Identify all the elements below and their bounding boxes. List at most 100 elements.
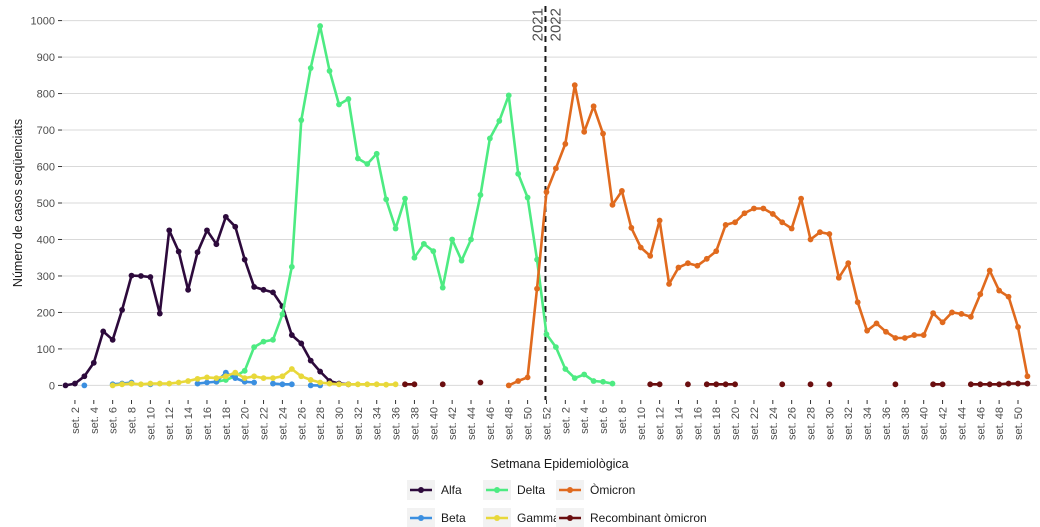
data-point-omicron: [552, 165, 559, 172]
data-point-omicron: [515, 378, 522, 384]
data-point-omicron: [1024, 373, 1031, 380]
data-point-omicron: [628, 224, 635, 231]
x-tick-label: set. 52: [541, 407, 553, 440]
data-point-beta: [251, 379, 258, 386]
y-tick-label: 200: [37, 307, 55, 319]
data-point-delta: [468, 236, 474, 243]
data-point-gamma: [251, 373, 258, 380]
data-point-alfa: [90, 359, 97, 366]
series-omicron: [505, 82, 1031, 389]
data-point-alfa: [204, 227, 210, 234]
data-point-delta: [439, 284, 446, 291]
data-point-delta: [392, 225, 399, 232]
data-point-alfa: [81, 373, 88, 380]
data-point-alfa: [194, 249, 201, 256]
data-point-gamma: [392, 381, 399, 388]
x-tick-label: set. 28: [315, 407, 327, 440]
data-point-delta: [477, 192, 484, 198]
data-point-gamma: [175, 379, 182, 386]
data-point-alfa: [100, 328, 107, 335]
data-point-omicron: [666, 281, 672, 287]
data-point-gamma: [288, 366, 295, 372]
data-point-omicron: [600, 130, 606, 137]
data-point-omicron: [637, 244, 644, 251]
data-point-omicron: [986, 267, 993, 274]
x-tick-label: set. 50: [523, 407, 535, 440]
series-alfa: [62, 213, 352, 389]
x-tick-label: set. 48: [994, 407, 1006, 440]
x-tick-label: set. 48: [504, 407, 516, 440]
legend-label: Òmicron: [590, 482, 635, 497]
data-point-delta: [260, 338, 267, 345]
data-point-gamma: [317, 379, 324, 386]
data-point-delta: [515, 170, 522, 177]
data-point-omicron: [524, 374, 531, 381]
data-point-omicron: [798, 195, 804, 202]
x-tick-label: set. 30: [824, 407, 836, 440]
data-point-alfa: [241, 256, 248, 263]
data-point-beta: [204, 379, 210, 386]
data-point-recombinant-omicron: [722, 381, 729, 388]
x-tick-label: set. 16: [202, 407, 214, 440]
x-tick-label: set. 40: [919, 407, 931, 440]
series-recombinant-omicron: [402, 379, 1031, 388]
data-point-alfa: [128, 272, 135, 279]
data-point-gamma: [166, 380, 173, 387]
data-point-omicron: [713, 248, 720, 255]
year-label-2022: 2022: [547, 8, 564, 41]
data-point-gamma: [364, 381, 371, 388]
data-point-omicron: [779, 219, 786, 226]
data-point-recombinant-omicron: [826, 381, 833, 388]
data-point-omicron: [609, 201, 616, 208]
data-point-omicron: [930, 310, 937, 317]
y-tick-label: 1000: [31, 16, 55, 28]
data-point-omicron: [901, 335, 908, 341]
data-point-beta: [270, 380, 276, 387]
data-point-recombinant-omicron: [807, 381, 814, 388]
data-point-omicron: [571, 82, 578, 89]
data-point-delta: [326, 68, 333, 74]
data-point-recombinant-omicron: [713, 381, 720, 388]
x-tick-label: set. 6: [598, 407, 610, 434]
data-point-gamma: [307, 377, 314, 383]
legend-item-delta: Delta: [483, 480, 545, 500]
data-point-delta: [458, 257, 465, 264]
x-tick-label: set. 12: [164, 407, 176, 440]
data-point-omicron: [854, 299, 861, 306]
legend-item-alfa: Alfa: [407, 480, 462, 500]
data-point-omicron: [996, 287, 1003, 294]
data-point-alfa: [109, 336, 116, 343]
data-point-gamma: [241, 375, 248, 382]
data-point-delta: [307, 65, 314, 71]
x-tick-label: set. 14: [673, 407, 685, 440]
x-tick-label: set. 34: [372, 407, 384, 440]
data-point-gamma: [279, 373, 286, 380]
data-point-delta: [345, 96, 352, 102]
data-point-recombinant-omicron: [939, 381, 946, 388]
data-point-beta: [307, 382, 314, 389]
x-tick-label: set. 12: [655, 407, 667, 440]
x-tick-label: set. 2: [70, 407, 82, 434]
x-tick-label: set. 26: [296, 407, 308, 440]
data-point-delta: [600, 378, 606, 385]
x-tick-label: set. 46: [485, 407, 497, 440]
data-point-omicron: [845, 260, 852, 267]
data-point-gamma: [326, 380, 333, 387]
data-point-omicron: [911, 332, 918, 338]
y-tick-label: 900: [37, 52, 55, 64]
data-point-omicron: [920, 332, 927, 338]
legend-label: Delta: [517, 483, 545, 497]
x-axis: set. 2 set. 4 set. 6 set. 8 set. 10 set. 12 se…: [70, 400, 1025, 440]
data-point-omicron: [562, 141, 569, 147]
data-point-omicron: [685, 260, 691, 267]
data-point-beta: [194, 380, 201, 387]
x-tick-label: set. 8: [127, 407, 139, 434]
data-point-delta: [402, 195, 408, 202]
data-point-omicron: [656, 217, 663, 224]
x-tick-label: set. 22: [749, 407, 761, 440]
data-point-gamma: [336, 381, 342, 388]
data-point-recombinant-omicron: [977, 381, 984, 388]
data-point-alfa: [119, 306, 125, 313]
data-point-alfa: [147, 274, 154, 280]
legend-label: Alfa: [441, 483, 462, 497]
